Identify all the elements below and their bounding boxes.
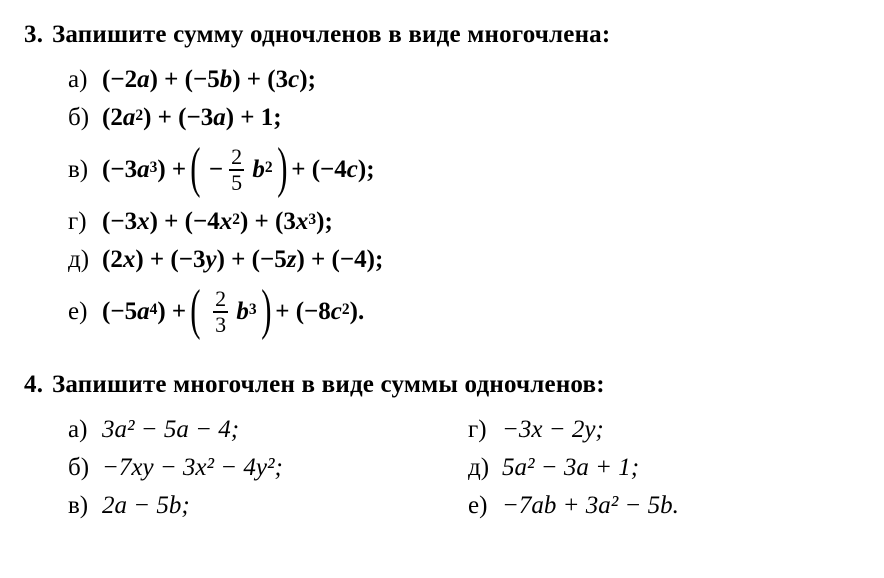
problem-3-items: а) (−2a) + (−5b) + (3c); б) (2a2) + (−3a…	[24, 62, 860, 344]
p3-item-g: г) (−3x) + (−4x2) + (3x3);	[68, 204, 860, 240]
p4-item-d: д) 5a² − 3a + 1;	[468, 450, 860, 486]
p3-e-expr: (−5a4 ) + ( 2 3 b3 ) + (−8c2).	[102, 288, 364, 336]
p3-e-label: е)	[68, 295, 102, 329]
p3-item-v: в) (−3a3 ) + ( − 2 5 b2 ) + (−4c);	[68, 138, 860, 202]
problem-3-text: Запишите сумму одночленов в виде многочл…	[52, 21, 610, 48]
p4-v-label: в)	[68, 489, 102, 523]
p4-a-expr: 3a² − 5a − 4;	[102, 413, 239, 447]
problem-3-prompt: 3.Запишите сумму одночленов в виде много…	[24, 18, 860, 52]
problem-4: 4.Запишите многочлен в виде суммы одночл…	[24, 368, 860, 526]
p4-item-a: а) 3a² − 5a − 4;	[68, 412, 460, 448]
problem-3-number: 3.	[24, 18, 52, 52]
p3-b-label: б)	[68, 101, 102, 135]
p4-item-g: г) −3x − 2y;	[468, 412, 860, 448]
p3-item-d: д) (2x) + (−3y) + (−5z) + (−4);	[68, 242, 860, 278]
problem-4-prompt: 4.Запишите многочлен в виде суммы одночл…	[24, 368, 860, 402]
p3-g-label: г)	[68, 205, 102, 239]
p4-item-v: в) 2a − 5b;	[68, 488, 460, 524]
p4-b-label: б)	[68, 451, 102, 485]
p4-d-label: д)	[468, 451, 502, 485]
problem-4-items: а) 3a² − 5a − 4; г) −3x − 2y; б) −7xy − …	[24, 412, 860, 526]
fraction: 2 3	[213, 288, 228, 336]
problem-4-number: 4.	[24, 368, 52, 402]
p3-a-expr: (−2a) + (−5b) + (3c);	[102, 63, 316, 97]
p3-item-a: а) (−2a) + (−5b) + (3c);	[68, 62, 860, 98]
p4-e-label: е)	[468, 489, 502, 523]
p4-a-label: а)	[68, 413, 102, 447]
p4-g-label: г)	[468, 413, 502, 447]
p3-b-expr: (2a2) + (−3a) + 1;	[102, 101, 282, 135]
p3-v-expr: (−3a3 ) + ( − 2 5 b2 ) + (−4c);	[102, 146, 375, 194]
p4-b-expr: −7xy − 3x² − 4y²;	[102, 451, 283, 485]
p3-item-b: б) (2a2) + (−3a) + 1;	[68, 100, 860, 136]
fraction: 2 5	[229, 146, 244, 194]
p4-v-expr: 2a − 5b;	[102, 489, 190, 523]
p3-a-label: а)	[68, 63, 102, 97]
page: 3.Запишите сумму одночленов в виде много…	[0, 0, 884, 526]
p4-item-b: б) −7xy − 3x² − 4y²;	[68, 450, 460, 486]
p4-item-e: е) −7ab + 3a² − 5b.	[468, 488, 860, 524]
p3-item-e: е) (−5a4 ) + ( 2 3 b3 ) + (−8c2).	[68, 280, 860, 344]
p4-d-expr: 5a² − 3a + 1;	[502, 451, 639, 485]
p4-g-expr: −3x − 2y;	[502, 413, 604, 447]
p3-d-label: д)	[68, 243, 102, 277]
problem-4-text: Запишите многочлен в виде суммы одночлен…	[52, 371, 605, 398]
p3-v-label: в)	[68, 153, 102, 187]
p4-e-expr: −7ab + 3a² − 5b.	[502, 489, 679, 523]
p3-d-expr: (2x) + (−3y) + (−5z) + (−4);	[102, 243, 383, 277]
problem-3: 3.Запишите сумму одночленов в виде много…	[24, 18, 860, 344]
p3-g-expr: (−3x) + (−4x2) + (3x3);	[102, 205, 333, 239]
